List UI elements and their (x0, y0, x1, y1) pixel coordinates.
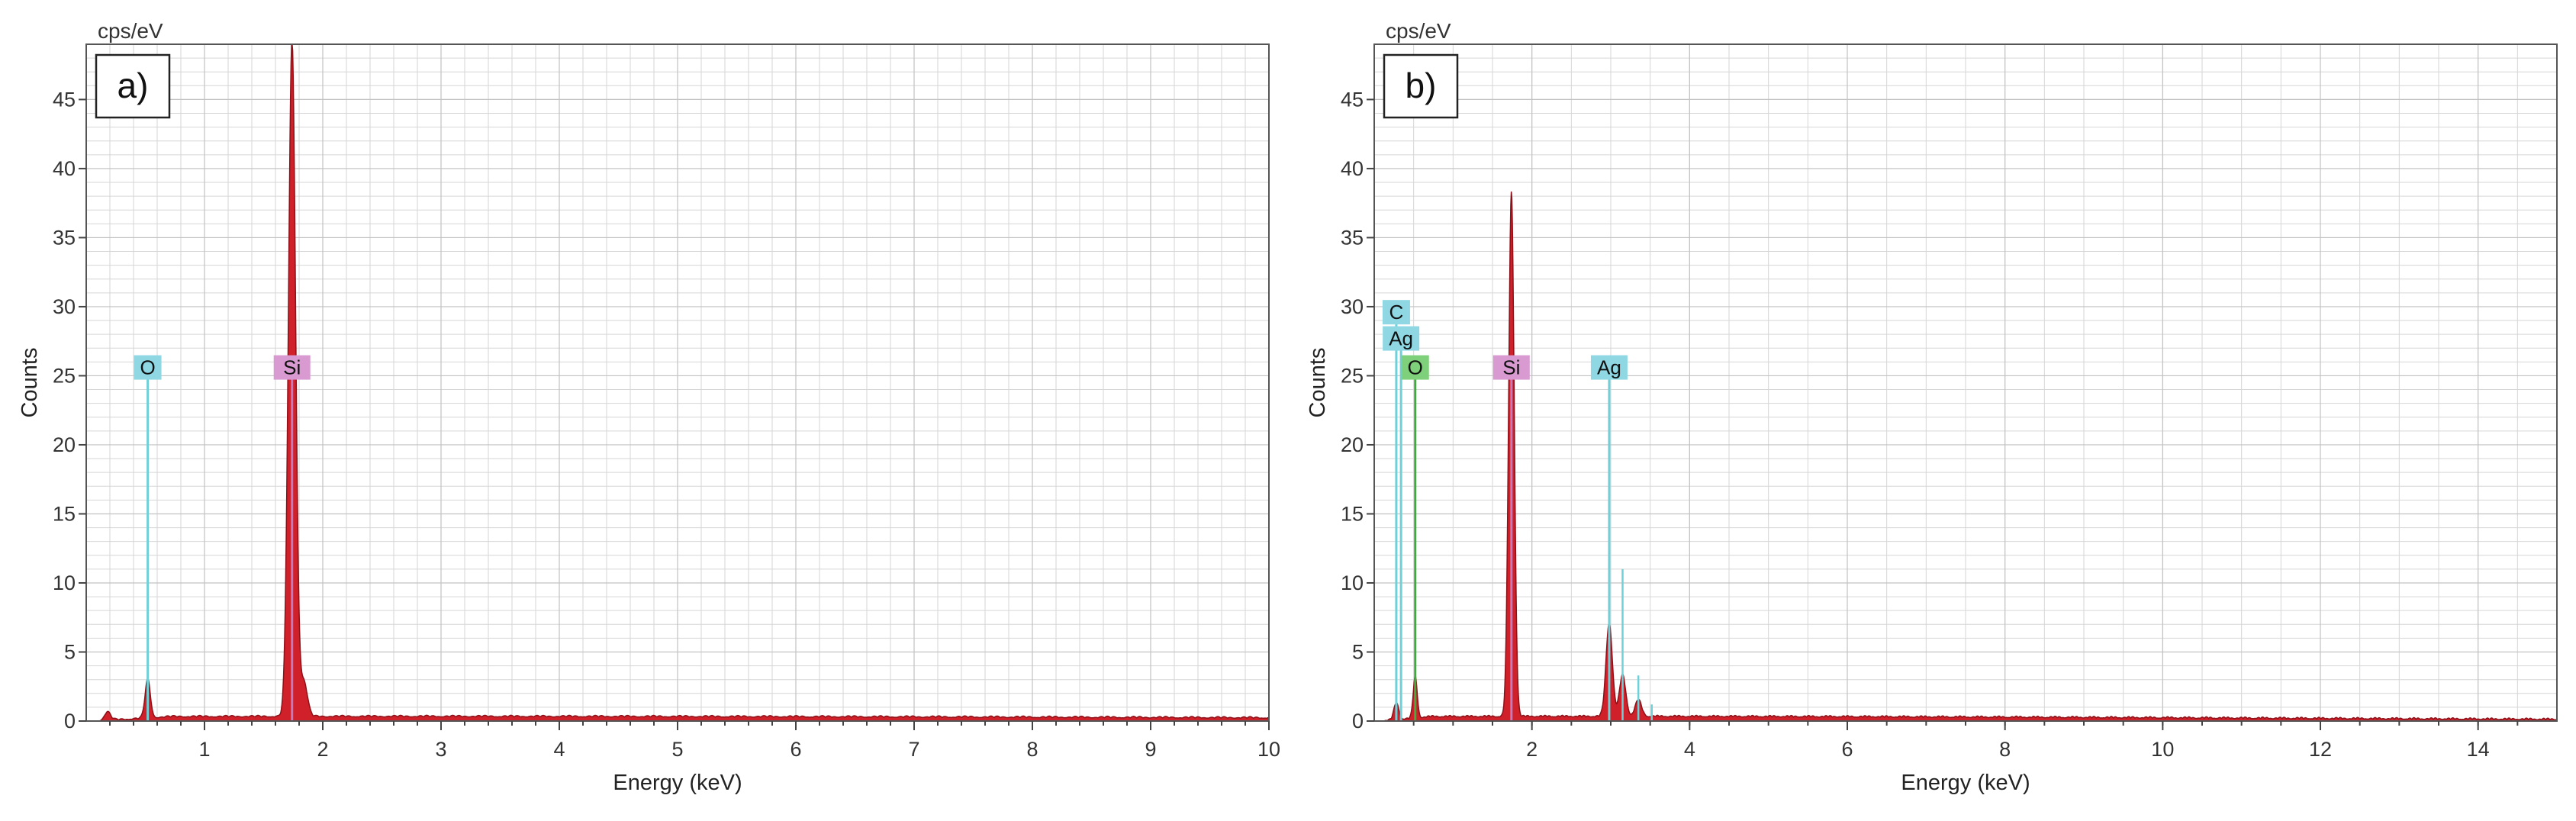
x-tick-label: 10 (2151, 738, 2174, 761)
y-tick-label: 25 (1341, 364, 1364, 387)
x-tick-label: 1 (198, 738, 210, 761)
y-tick-label: 30 (1341, 295, 1364, 318)
y-unit-label: cps/eV (1386, 19, 1451, 43)
x-tick-label: 14 (2467, 738, 2490, 761)
marker-label-box (1492, 355, 1530, 380)
x-tick-label: 8 (1026, 738, 1038, 761)
y-tick-label: 5 (1352, 640, 1364, 663)
y-unit-label: cps/eV (98, 19, 163, 43)
panel-tag: b) (1406, 66, 1437, 105)
y-tick-label: 20 (53, 433, 76, 456)
x-tick-label: 4 (553, 738, 565, 761)
element-marker-c: C (1382, 300, 1410, 721)
x-tick-label: 4 (1684, 738, 1695, 761)
x-axis-title: Energy (keV) (1901, 771, 2030, 795)
marker-label-box (134, 355, 162, 380)
y-tick-label: 0 (64, 710, 76, 732)
element-marker-si: Si (1492, 355, 1530, 721)
spectrum-area (1374, 192, 2558, 722)
y-tick-label: 5 (64, 640, 76, 663)
x-tick-label: 5 (671, 738, 683, 761)
y-axis: 0 5 10 15 20 25 30 35 40 45 (1341, 88, 1374, 732)
x-tick-label: 6 (1841, 738, 1853, 761)
y-tick-label: 10 (1341, 571, 1364, 594)
y-tick-label: 10 (53, 571, 76, 594)
y-tick-label: 45 (1341, 88, 1364, 111)
marker-label-box (1383, 326, 1420, 351)
element-marker-ag: Ag (1383, 326, 1420, 721)
element-marker-si: Si (273, 355, 311, 721)
grid-major (86, 44, 1270, 722)
spectrum-chart-b: C Ag O Si Ag 2 4 6 8 10 12 14 0 5 10 15 20 25 30 35 40 45 Ener… (1306, 19, 2558, 795)
marker-label-box (1590, 355, 1628, 380)
y-axis-title: Counts (1306, 348, 1330, 418)
y-axis: 0 5 10 15 20 25 30 35 40 45 (53, 88, 86, 732)
x-tick-label: 8 (1999, 738, 2011, 761)
marker-label: O (1408, 356, 1423, 379)
spectrum-area (86, 43, 1270, 722)
eds-spectrum-panel-a: O Si 1 2 3 4 5 6 7 8 9 10 0 5 10 15 20 25 30 35 40 45 Energy (… (18, 19, 1280, 795)
element-marker-o: O (1401, 355, 1429, 721)
grid-minor (1374, 44, 2557, 721)
x-tick-label: 9 (1145, 738, 1156, 761)
x-tick-label: 6 (790, 738, 801, 761)
element-marker-o: O (134, 355, 162, 721)
marker-label-box (1401, 355, 1429, 380)
panel-tag-box (95, 53, 171, 119)
x-axis: 1 2 3 4 5 6 7 8 9 10 (109, 721, 1280, 761)
y-tick-label: 30 (53, 295, 76, 318)
element-marker-ag: Ag (1590, 355, 1628, 721)
x-tick-label: 10 (1257, 738, 1280, 761)
marker-label: Si (283, 356, 301, 379)
marker-label: Ag (1597, 356, 1621, 379)
marker-label: C (1389, 301, 1404, 324)
marker-label: Ag (1389, 327, 1413, 350)
marker-label: O (140, 356, 155, 379)
marker-label-box (273, 355, 311, 380)
y-tick-label: 45 (53, 88, 76, 111)
y-axis-title: Counts (18, 348, 42, 418)
y-tick-label: 15 (1341, 502, 1364, 525)
panel-tag: a) (118, 66, 149, 105)
y-tick-label: 15 (53, 502, 76, 525)
x-tick-label: 7 (908, 738, 919, 761)
x-tick-label: 2 (1526, 738, 1538, 761)
y-tick-label: 25 (53, 364, 76, 387)
panel-tag-box (1383, 53, 1459, 119)
eds-spectrum-panel-b: C Ag O Si Ag 2 4 6 8 10 12 14 0 5 10 15 20 25 30 35 40 45 Ener… (1288, 0, 2576, 821)
y-tick-label: 35 (53, 226, 76, 249)
x-axis-title: Energy (keV) (613, 771, 742, 795)
y-tick-label: 40 (1341, 157, 1364, 180)
marker-label-box (1382, 300, 1410, 325)
x-tick-label: 2 (317, 738, 328, 761)
y-tick-label: 40 (53, 157, 76, 180)
y-tick-label: 0 (1352, 710, 1364, 732)
y-tick-label: 20 (1341, 433, 1364, 456)
x-tick-label: 12 (2309, 738, 2332, 761)
y-tick-label: 35 (1341, 226, 1364, 249)
x-axis: 2 4 6 8 10 12 14 (1412, 721, 2519, 761)
marker-label: Si (1502, 356, 1520, 379)
x-tick-label: 3 (435, 738, 446, 761)
